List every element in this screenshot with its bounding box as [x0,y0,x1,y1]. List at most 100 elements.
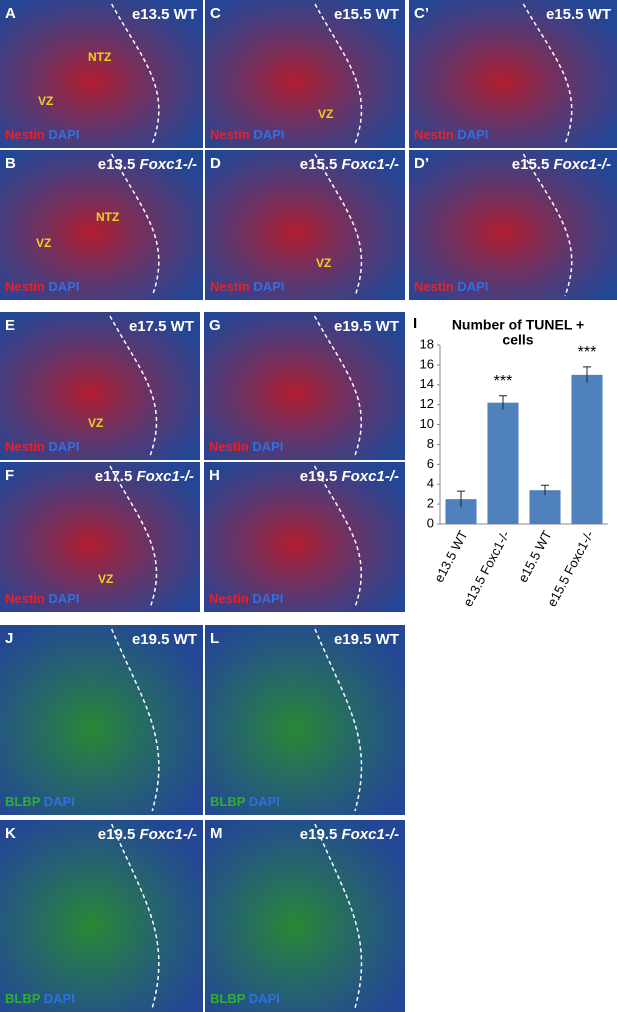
panel-letter: E [5,317,15,334]
region-label: VZ [318,107,333,121]
panel-title: e15.5 Foxc1-/- [300,156,399,173]
boundary [109,465,158,609]
y-tick-label: 14 [420,376,434,391]
panel-letter: H [209,467,220,484]
boundary [110,628,160,812]
stain-label: Nestin DAPI [414,279,488,294]
panel-tissue [0,820,203,1012]
boundary [110,823,160,1009]
genotype: WT [588,6,611,23]
boundary [314,153,363,297]
chart-title: Number of TUNEL + [452,317,584,333]
stain-name: Nestin [414,127,454,142]
stain-name: DAPI [249,794,280,809]
y-tick-label: 18 [420,336,434,351]
stain-label: BLBP DAPI [210,991,280,1006]
panel-letter: L [210,630,219,647]
panel-letter: K [5,825,16,842]
stain-label: Nestin DAPI [209,439,283,454]
panel-letter: C’ [414,5,429,22]
micrograph-panel: D’ e15.5 Foxc1-/- Nestin DAPI [409,150,617,300]
y-tick-label: 8 [427,436,434,451]
y-tick-label: 0 [427,515,434,530]
stain-name: DAPI [457,127,488,142]
stain-label: Nestin DAPI [5,591,79,606]
stain-label: Nestin DAPI [5,439,79,454]
x-tick-label: e13.5 WT [431,528,471,585]
stain-label: BLBP DAPI [210,794,280,809]
y-tick-label: 10 [420,416,434,431]
panel-tissue [205,625,405,815]
boundary [314,3,363,145]
panel-title: e15.5 Foxc1-/- [512,156,611,173]
stain-label: Nestin DAPI [414,127,488,142]
panel-letter: G [209,317,221,334]
panel-tissue [205,820,405,1012]
panel-letter: I [413,315,417,332]
stain-name: DAPI [48,127,79,142]
bar [571,374,603,524]
region-label: VZ [316,256,331,270]
region-label: VZ [38,94,53,108]
region-label: NTZ [88,50,111,64]
stain-name: Nestin [5,279,45,294]
error-bar [499,395,507,410]
x-tick-label: e13.5 Foxc1-/- [460,528,513,609]
panel-title: e19.5 WT [334,318,399,335]
panel-tissue [409,0,617,148]
stage: e17.5 [95,468,133,485]
genotype: Foxc1-/- [341,826,399,843]
region-label: VZ [98,572,113,586]
stain-name: DAPI [252,591,283,606]
stage: e15.5 [334,6,372,23]
panel-title: e17.5 Foxc1-/- [95,468,194,485]
panel-letter: D’ [414,155,429,172]
panel-title: e19.5 WT [334,631,399,648]
panel-letter: C [210,5,221,22]
boundary [522,3,573,145]
stain-name: DAPI [457,279,488,294]
x-tick-label: e15.5 Foxc1-/- [544,528,597,609]
genotype: WT [376,6,399,23]
panel-letter: A [5,5,16,22]
genotype: WT [171,318,194,335]
stage: e19.5 [334,631,372,648]
stain-name: BLBP [5,991,41,1006]
genotype: Foxc1-/- [341,468,399,485]
boundary [110,3,160,145]
stain-name: Nestin [5,439,45,454]
bar [487,402,519,524]
stage: e19.5 [132,631,170,648]
boundary [109,315,158,457]
stage: e15.5 [512,156,550,173]
stain-name: BLBP [210,794,246,809]
genotype: Foxc1-/- [139,156,197,173]
panel-tissue [409,150,617,300]
panel-letter: B [5,155,16,172]
significance: *** [578,344,597,361]
stain-name: DAPI [249,991,280,1006]
y-tick-label: 4 [427,476,434,491]
stain-label: Nestin DAPI [210,127,284,142]
genotype: Foxc1-/- [136,468,194,485]
panel-letter: D [210,155,221,172]
stage: e19.5 [98,826,136,843]
chart-title: cells [502,332,533,348]
stage: e19.5 [334,318,372,335]
stain-name: DAPI [48,279,79,294]
panel-title: e13.5 Foxc1-/- [98,156,197,173]
genotype: Foxc1-/- [553,156,611,173]
boundary [314,628,363,812]
panel-letter: M [210,825,223,842]
stain-name: Nestin [210,127,250,142]
panel-tissue [0,150,203,300]
